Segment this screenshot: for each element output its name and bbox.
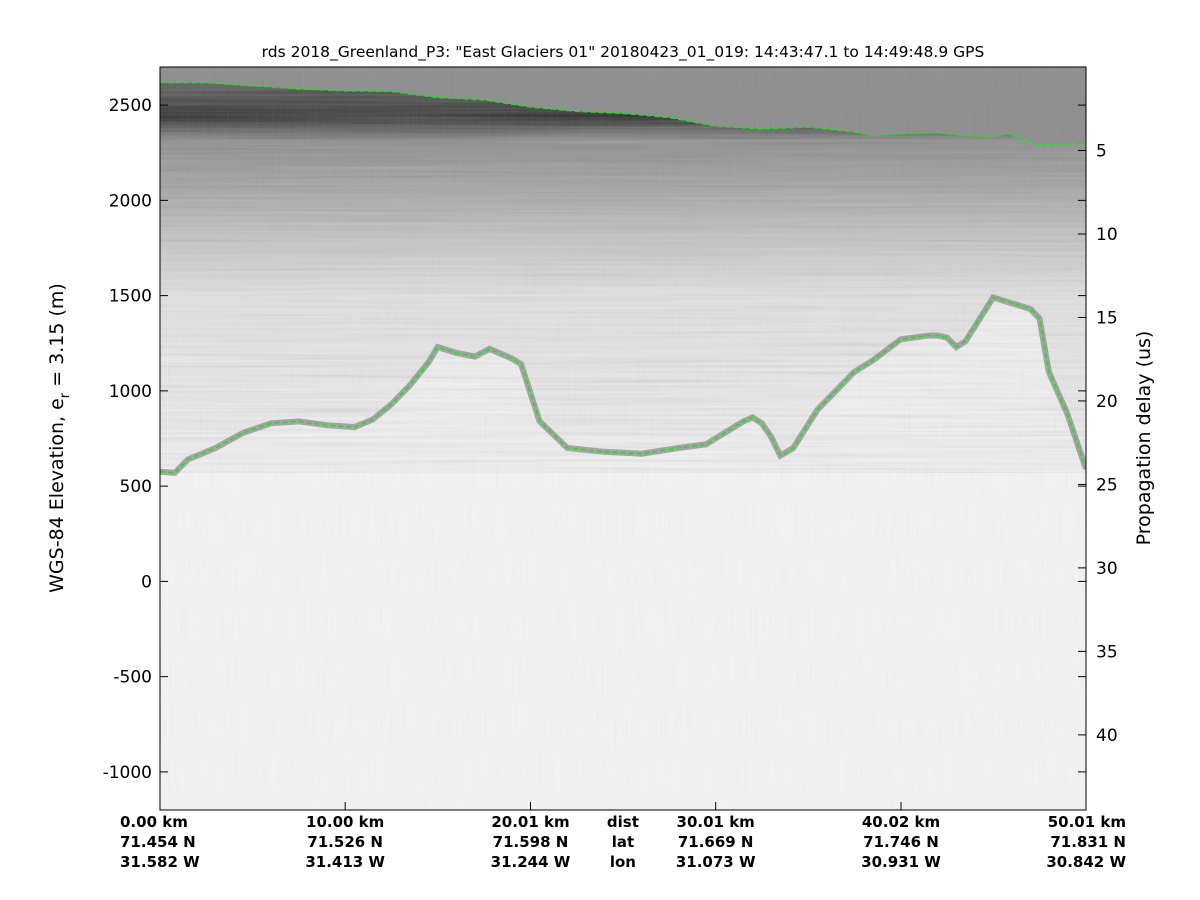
x-lat-label: 71.598 N xyxy=(493,833,569,851)
left-axis-label-main: WGS-84 Elevation, e xyxy=(46,398,68,593)
left-tick-label: 1000 xyxy=(109,382,152,402)
left-axis-ticks: -1000 -500 0 500 1000 1500 2000 2500 xyxy=(103,96,1086,783)
x-lon-label: 30.931 W xyxy=(861,853,941,871)
x-lat-label: 71.526 N xyxy=(307,833,383,851)
x-lon-label: 31.244 W xyxy=(491,853,571,871)
x-lon-label: 31.073 W xyxy=(676,853,756,871)
left-tick-label: -1000 xyxy=(103,763,152,783)
x-lat-label: 71.831 N xyxy=(1050,833,1126,851)
x-dist-label: 50.01 km xyxy=(1048,813,1126,831)
left-tick-label: 2000 xyxy=(109,191,152,211)
left-tick-label: 1500 xyxy=(109,287,152,307)
x-dist-label: 20.01 km xyxy=(491,813,569,831)
right-tick-label: 40 xyxy=(1096,726,1118,746)
x-lat-label: 71.454 N xyxy=(120,833,196,851)
plot-area xyxy=(160,67,1086,810)
x-lon-label: 31.582 W xyxy=(120,853,200,871)
surface-trace xyxy=(160,81,1086,146)
x-dist-label: 0.00 km xyxy=(120,813,188,831)
x-row-name-dist: dist xyxy=(607,813,639,831)
x-row-name-lon: lon xyxy=(610,853,636,871)
x-dist-label: 30.01 km xyxy=(677,813,755,831)
left-tick-label: 500 xyxy=(120,477,152,497)
left-tick-label: 0 xyxy=(141,572,152,592)
right-axis-label: Propagation delay (us) xyxy=(1133,331,1155,546)
x-lon-label: 30.842 W xyxy=(1046,853,1126,871)
left-axis-label-sub: r xyxy=(58,392,73,398)
chart-title: rds 2018_Greenland_P3: "East Glaciers 01… xyxy=(262,43,985,62)
x-dist-label: 40.02 km xyxy=(862,813,940,831)
right-tick-label: 35 xyxy=(1096,642,1118,662)
bottom-axis-labels: 0.00 km 71.454 N 31.582 W 10.00 km 71.526 N 3… xyxy=(120,802,1126,871)
left-axis-label: WGS-84 Elevation, er = 3.15 (m) xyxy=(46,283,73,593)
left-axis-label-suffix: = 3.15 (m) xyxy=(46,283,68,393)
left-tick-label: -500 xyxy=(113,668,152,688)
x-dist-label: 10.00 km xyxy=(306,813,384,831)
right-tick-label: 30 xyxy=(1096,559,1118,579)
right-tick-label: 5 xyxy=(1096,141,1107,161)
noise-overlay xyxy=(160,67,1086,810)
bed-trace xyxy=(160,296,1086,474)
right-tick-label: 10 xyxy=(1096,225,1118,245)
x-lat-label: 71.746 N xyxy=(863,833,939,851)
x-row-name-lat: lat xyxy=(612,833,634,851)
x-lat-label: 71.669 N xyxy=(678,833,754,851)
right-tick-label: 20 xyxy=(1096,392,1118,412)
right-tick-label: 15 xyxy=(1096,308,1118,328)
plot-frame xyxy=(159,66,1087,811)
left-tick-label: 2500 xyxy=(109,96,152,116)
right-axis-ticks: 5 10 15 20 25 30 35 40 xyxy=(1078,141,1118,746)
x-lon-label: 31.413 W xyxy=(305,853,385,871)
right-tick-label: 25 xyxy=(1096,475,1118,495)
